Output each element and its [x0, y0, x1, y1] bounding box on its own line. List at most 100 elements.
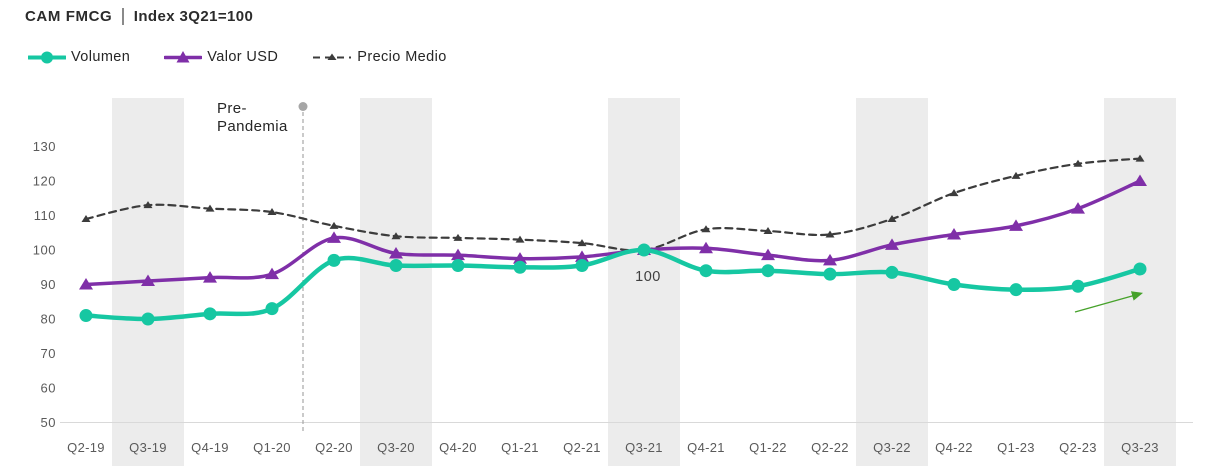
- x-axis-label: Q4-19: [191, 440, 229, 455]
- series-volumen-marker: [1133, 262, 1147, 276]
- series-valor-usd-marker: [1071, 202, 1085, 214]
- series-precio-medio-marker: [81, 214, 91, 222]
- series-precio-medio-marker: [825, 230, 835, 238]
- y-axis-label: 110: [34, 208, 56, 223]
- x-axis-label: Q3-19: [129, 440, 167, 455]
- series-precio-medio-marker: [1073, 159, 1083, 167]
- y-axis-label: 130: [33, 139, 56, 154]
- series-valor-usd-marker: [885, 238, 899, 250]
- series-precio-medio-marker: [887, 214, 897, 222]
- title-brand: CAM FMCG: [25, 8, 113, 25]
- teal-line-circle-icon: [28, 51, 66, 63]
- series-precio-medio-marker: [701, 225, 711, 233]
- series-volumen-marker: [637, 243, 651, 257]
- pre-pandemia-label: Pandemia: [217, 118, 288, 135]
- series-precio-medio-marker: [949, 189, 959, 197]
- series-valor-usd-marker: [79, 278, 93, 290]
- series-valor-usd-marker: [203, 271, 217, 283]
- x-axis-label: Q2-23: [1059, 440, 1097, 455]
- x-axis-label: Q1-23: [997, 440, 1035, 455]
- series-precio-medio-marker: [267, 208, 277, 216]
- series-precio-medio-marker: [391, 232, 401, 240]
- series-valor-usd-marker: [947, 227, 961, 240]
- y-axis-label: 120: [33, 174, 56, 189]
- x-axis-label: Q1-21: [501, 440, 539, 455]
- index-100-label: 100: [635, 269, 661, 285]
- legend-label: Volumen: [71, 49, 131, 65]
- series-precio-medio-marker: [1011, 171, 1021, 179]
- x-axis-label: Q3-20: [377, 440, 415, 455]
- series-precio-medio-marker: [763, 227, 773, 235]
- highlight-band: [360, 98, 432, 466]
- x-axis-label: Q2-20: [315, 440, 353, 455]
- series-volumen-marker: [141, 312, 155, 326]
- series-valor-usd-marker: [513, 252, 527, 264]
- legend-label: Valor USD: [207, 49, 279, 65]
- y-axis-label: 70: [41, 346, 56, 361]
- series-volumen-marker: [203, 307, 217, 321]
- series-volumen-marker: [327, 253, 341, 267]
- series-volumen-marker: [575, 259, 589, 273]
- legend-item-precio-medio: Precio Medio: [312, 49, 446, 65]
- series-precio-medio-marker: [1135, 154, 1145, 162]
- series-valor-usd-marker: [761, 248, 775, 261]
- series-valor-usd-marker: [1009, 219, 1023, 231]
- legend-item-valor-usd: Valor USD: [164, 49, 278, 65]
- y-axis-label: 100: [33, 243, 56, 258]
- series-volumen-marker: [761, 264, 775, 278]
- x-axis-label: Q4-22: [935, 440, 973, 455]
- pre-pandemia-label: Pre-: [217, 100, 247, 117]
- series-volumen-marker: [1009, 283, 1023, 297]
- x-axis-label: Q3-22: [873, 440, 911, 455]
- dashed-line-triangle-icon: [313, 53, 352, 60]
- x-axis-label: Q2-21: [563, 440, 601, 455]
- series-valor-usd-marker: [265, 267, 279, 280]
- trend-arrow: [1074, 291, 1144, 313]
- purple-line-triangle-icon: [164, 50, 203, 62]
- series-volumen-marker: [699, 264, 713, 278]
- x-axis-label: Q3-21: [625, 440, 663, 455]
- x-axis-label: Q3-23: [1121, 440, 1159, 455]
- series-volumen-marker: [823, 267, 837, 281]
- series-volumen-marker: [265, 302, 279, 316]
- title-subtitle: Index 3Q21=100: [133, 8, 254, 25]
- series-valor-usd-marker: [575, 250, 589, 262]
- x-axis-label: Q1-20: [253, 440, 291, 455]
- y-axis-label: 80: [41, 312, 56, 327]
- series-volumen-marker: [389, 259, 403, 273]
- y-axis-label: 90: [41, 277, 56, 292]
- series-volumen-marker: [79, 309, 93, 323]
- x-axis-label: Q2-19: [67, 440, 105, 455]
- x-axis-label: Q4-21: [687, 440, 725, 455]
- title-separator-bar: [122, 8, 124, 25]
- series-volumen-marker: [885, 265, 899, 279]
- chart-title: CAM FMCG Index 3Q21=100: [25, 8, 253, 25]
- legend-item-volumen: Volumen: [28, 49, 130, 65]
- series-precio-medio-marker: [515, 235, 525, 243]
- series-valor-usd-marker: [699, 241, 713, 254]
- highlight-band: [1104, 98, 1176, 466]
- pre-pandemia-dot: [298, 102, 308, 111]
- series-valor-usd-marker: [823, 253, 837, 266]
- series-precio-medio-marker: [577, 239, 587, 247]
- series-precio-medio-marker: [143, 201, 153, 209]
- y-axis-label: 60: [41, 381, 56, 396]
- series-valor-usd-marker: [327, 231, 341, 243]
- series-precio-medio-marker: [205, 204, 215, 212]
- series-precio-medio-marker: [453, 233, 463, 241]
- highlight-band: [608, 98, 680, 466]
- series-volumen-marker: [947, 278, 961, 291]
- series-valor-usd-marker: [389, 246, 403, 259]
- highlight-band: [856, 98, 928, 466]
- series-volumen-marker: [513, 260, 527, 274]
- y-axis-label: 50: [41, 415, 56, 430]
- x-axis-label: Q2-22: [811, 440, 849, 455]
- legend-label: Precio Medio: [357, 49, 447, 65]
- series-volumen-marker: [1071, 279, 1085, 293]
- chart-legend: Volumen Valor USD Precio Medio: [28, 49, 481, 65]
- x-axis-label: Q4-20: [439, 440, 477, 455]
- series-valor-usd-marker: [1133, 174, 1147, 186]
- x-axis-label: Q1-22: [749, 440, 787, 455]
